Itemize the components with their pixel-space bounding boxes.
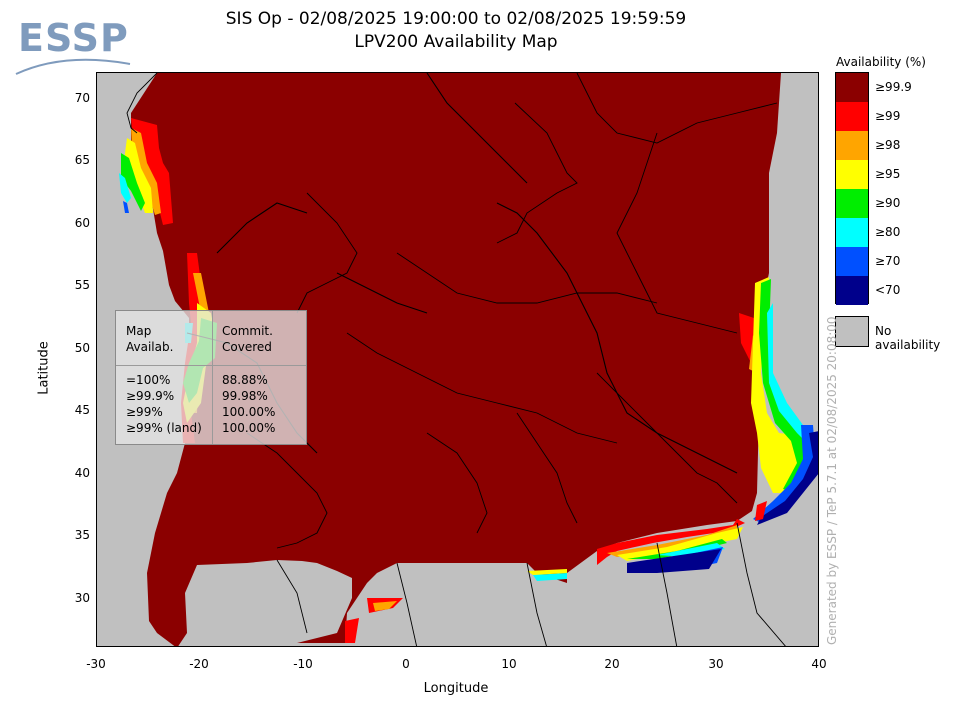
x-tick-label: 0 xyxy=(402,657,410,671)
map-canvas xyxy=(97,73,818,646)
y-axis-label: Latitude xyxy=(36,341,52,395)
x-tick-label: 30 xyxy=(708,657,724,671)
legend-swatch xyxy=(836,102,868,131)
generation-credit: Generated by ESSP / TeP 5.7.1 at 02/08/2… xyxy=(825,316,839,645)
legend-label: ≥99 xyxy=(875,109,901,123)
y-tick-label: 35 xyxy=(74,528,90,542)
legend-label: ≥98 xyxy=(875,138,901,152)
stats-covered-value: 99.98% xyxy=(222,389,268,403)
availability-map xyxy=(96,72,819,647)
stats-avail-value: ≥99% (land) xyxy=(126,421,202,435)
map-title: SIS Op - 02/08/2025 19:00:00 to 02/08/20… xyxy=(225,9,687,29)
stats-avail-value: ≥99.9% xyxy=(126,389,175,403)
y-tick-label: 45 xyxy=(74,403,90,417)
x-tick-label: -10 xyxy=(293,657,313,671)
x-tick-label: 10 xyxy=(501,657,517,671)
stats-header-right: Commit. Covered xyxy=(222,324,273,354)
stats-avail-value: =100% xyxy=(126,373,171,387)
stats-covered-value: 88.88% xyxy=(222,373,268,387)
legend-label: ≥70 xyxy=(875,254,901,268)
x-tick-label: -20 xyxy=(189,657,209,671)
stats-avail-column: =100% ≥99.9% ≥99% ≥99% (land) xyxy=(126,372,202,436)
legend-swatch xyxy=(836,189,868,218)
logo-swoosh-icon xyxy=(15,58,131,75)
logo-text: ESSP xyxy=(18,16,129,60)
stats-covered-value: 100.00% xyxy=(222,405,276,419)
legend-swatch xyxy=(836,160,868,189)
legend-label: ≥99.9 xyxy=(875,80,912,94)
y-tick-label: 40 xyxy=(74,466,90,480)
legend-swatch xyxy=(836,218,868,247)
x-tick-label: -30 xyxy=(86,657,106,671)
no-availability-swatch xyxy=(835,316,869,347)
availability-region xyxy=(131,73,781,646)
stats-avail-value: ≥99% xyxy=(126,405,163,419)
legend-swatch xyxy=(836,247,868,276)
y-tick-label: 30 xyxy=(74,591,90,605)
legend-color-scale xyxy=(835,72,869,305)
legend-label: ≥80 xyxy=(875,225,901,239)
y-tick-label: 60 xyxy=(74,216,90,230)
y-tick-label: 55 xyxy=(74,278,90,292)
legend-swatch xyxy=(836,73,868,102)
legend-label: <70 xyxy=(875,283,901,297)
stats-covered-column: 88.88% 99.98% 100.00% 100.00% xyxy=(222,372,275,436)
statistics-panel: Map Availab. Commit. Covered =100% ≥99.9% … xyxy=(115,310,307,445)
country-borders xyxy=(126,73,786,646)
legend-label: ≥90 xyxy=(875,196,901,210)
legend-swatch xyxy=(836,131,868,160)
y-tick-label: 70 xyxy=(74,91,90,105)
y-tick-label: 50 xyxy=(74,341,90,355)
x-tick-label: 20 xyxy=(604,657,620,671)
legend-title: Availability (%) xyxy=(836,55,926,69)
legend-swatch xyxy=(836,276,868,305)
essp-logo: ESSP xyxy=(14,14,132,80)
map-subtitle: LPV200 Availability Map xyxy=(354,32,558,52)
y-tick-label: 65 xyxy=(74,153,90,167)
stats-covered-value: 100.00% xyxy=(222,421,276,435)
x-tick-label: 40 xyxy=(811,657,827,671)
stats-header-left: Map Availab. xyxy=(126,324,174,354)
x-axis-label: Longitude xyxy=(423,681,489,696)
legend-label: ≥95 xyxy=(875,167,901,181)
no-availability-label: No availability xyxy=(875,324,941,352)
